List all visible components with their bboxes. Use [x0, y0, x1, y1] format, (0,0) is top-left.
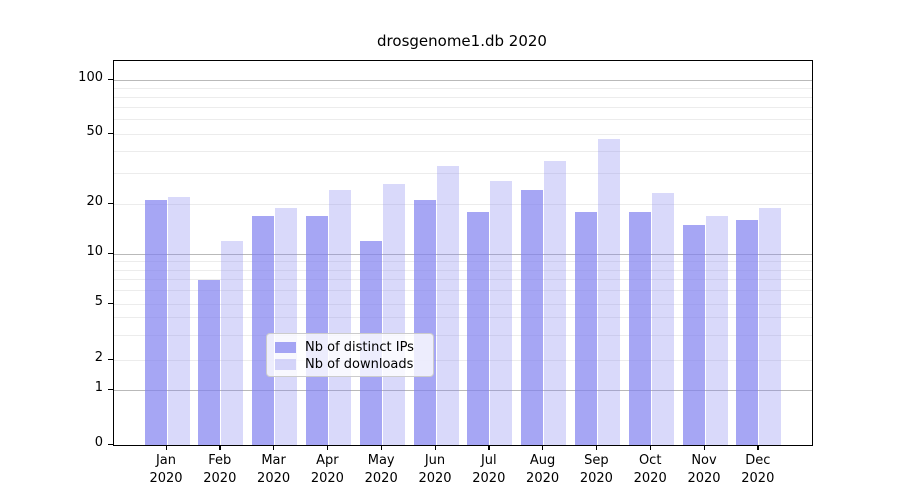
y-tick-label: 0 — [94, 435, 103, 450]
x-tick-label: May 2020 — [364, 453, 398, 486]
gridline-minor — [114, 87, 812, 89]
x-tick-label: Dec 2020 — [741, 453, 775, 486]
legend-swatch-distinct-ips — [275, 342, 296, 353]
gridline-minor — [114, 317, 812, 319]
bar-distinct-ips — [736, 220, 759, 445]
x-tick-mark — [649, 445, 652, 450]
gridline-minor — [114, 203, 812, 205]
gridline-major — [114, 389, 812, 391]
x-tick-label: Jan 2020 — [149, 453, 183, 486]
gridline-minor — [114, 150, 812, 152]
x-tick-label: Apr 2020 — [310, 453, 344, 486]
plot-area — [113, 60, 813, 446]
gridline-minor — [114, 303, 812, 305]
bar-downloads — [597, 138, 620, 445]
x-tick-label: Jul 2020 — [472, 453, 506, 486]
bar-distinct-ips — [467, 211, 490, 445]
y-tick-mark — [108, 443, 113, 445]
bar-distinct-ips — [305, 215, 328, 445]
y-tick-mark — [108, 388, 113, 390]
y-tick-mark — [108, 132, 113, 134]
bar-distinct-ips — [144, 200, 167, 445]
y-tick-label: 2 — [94, 350, 103, 365]
gridline-minor — [114, 172, 812, 174]
chart-title: drosgenome1.db 2020 — [377, 32, 547, 50]
y-tick-mark — [108, 252, 113, 254]
x-tick-mark — [380, 445, 383, 450]
gridline-minor — [114, 359, 812, 361]
x-tick-mark — [273, 445, 275, 450]
gridline-minor — [114, 96, 812, 98]
y-tick-mark — [108, 78, 113, 80]
bar-downloads — [167, 196, 190, 445]
y-tick-label: 20 — [86, 194, 103, 209]
legend-swatch-downloads — [275, 359, 296, 370]
bar-distinct-ips — [521, 190, 544, 445]
x-tick-mark — [703, 445, 705, 450]
x-tick-label: Nov 2020 — [687, 453, 721, 486]
y-tick-label: 50 — [86, 124, 103, 139]
bar-distinct-ips — [413, 200, 436, 445]
bar-downloads — [275, 207, 298, 445]
legend-label-distinct-ips: Nb of distinct IPs — [305, 340, 414, 355]
x-tick-label: Sep 2020 — [579, 453, 613, 486]
bar-downloads — [759, 207, 782, 445]
gridline-minor — [114, 269, 812, 271]
gridline-minor — [114, 119, 812, 121]
y-tick-label: 5 — [94, 294, 103, 309]
bar-downloads — [221, 240, 244, 445]
x-tick-mark — [488, 445, 490, 450]
bar-downloads — [382, 183, 405, 445]
x-tick-label: Oct 2020 — [633, 453, 667, 486]
x-tick-mark — [219, 445, 221, 450]
legend-item-distinct-ips: Nb of distinct IPs — [275, 339, 425, 356]
x-tick-mark — [595, 445, 598, 450]
bar-downloads — [705, 215, 728, 445]
gridline-minor — [114, 334, 812, 336]
legend-label-downloads: Nb of downloads — [305, 357, 414, 372]
gridline-minor — [114, 279, 812, 281]
bar-downloads — [651, 193, 674, 445]
x-tick-label: Feb 2020 — [203, 453, 237, 486]
y-tick-label: 1 — [94, 380, 103, 395]
x-tick-mark — [542, 445, 544, 450]
bar-downloads — [328, 190, 351, 445]
x-tick-mark — [757, 445, 759, 450]
bar-distinct-ips — [628, 211, 651, 445]
y-tick-mark — [108, 358, 113, 360]
x-tick-label: Jun 2020 — [418, 453, 452, 486]
bar-downloads — [490, 181, 513, 445]
y-tick-mark — [108, 302, 113, 304]
y-tick-label: 100 — [78, 70, 103, 85]
gridline-major — [114, 253, 812, 255]
x-tick-mark — [165, 445, 167, 450]
bar-downloads — [544, 161, 567, 445]
gridline-minor — [114, 133, 812, 135]
y-tick-label: 10 — [86, 244, 103, 259]
gridline-minor — [114, 107, 812, 109]
bar-distinct-ips — [198, 279, 221, 445]
gridline-major — [114, 79, 812, 81]
x-tick-mark — [326, 445, 329, 450]
legend: Nb of distinct IPs Nb of downloads — [266, 333, 434, 377]
legend-item-downloads: Nb of downloads — [275, 356, 425, 373]
bar-distinct-ips — [682, 224, 705, 445]
y-tick-mark — [108, 202, 113, 204]
bar-distinct-ips — [574, 211, 597, 445]
x-tick-mark — [434, 445, 436, 450]
gridline-minor — [114, 290, 812, 292]
bar-distinct-ips — [252, 215, 275, 445]
gridline-minor — [114, 261, 812, 263]
x-tick-label: Mar 2020 — [257, 453, 291, 486]
x-tick-label: Aug 2020 — [526, 453, 560, 486]
bar-downloads — [436, 165, 459, 445]
